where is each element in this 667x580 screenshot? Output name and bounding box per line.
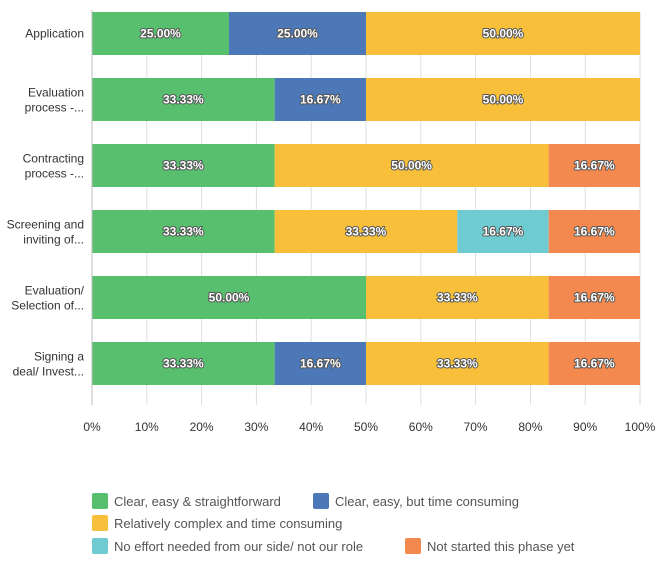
category-label-line: Signing a xyxy=(34,350,84,364)
bar-segment xyxy=(274,144,549,187)
bar-segment xyxy=(548,144,640,187)
legend-item[interactable]: Clear, easy & straightforward xyxy=(92,493,281,509)
data-label: 33.33% xyxy=(163,93,204,107)
x-tick-label: 0% xyxy=(83,420,101,434)
bar-segment xyxy=(274,78,366,121)
data-label: 50.00% xyxy=(391,159,432,173)
gridlines xyxy=(146,12,641,405)
legend-item[interactable]: Not started this phase yet xyxy=(405,538,575,554)
category-label-line: inviting of... xyxy=(23,233,84,247)
bar-segment xyxy=(366,78,640,121)
data-label: 16.67% xyxy=(574,357,615,371)
bar-segment xyxy=(274,342,366,385)
bar-segment xyxy=(92,210,275,253)
x-tick-label: 20% xyxy=(190,420,214,434)
x-tick-label: 60% xyxy=(409,420,433,434)
bar-segment xyxy=(366,276,549,319)
bar-segment xyxy=(92,144,275,187)
category-label: Signing a deal/ Invest... xyxy=(13,350,85,379)
data-label: 33.33% xyxy=(437,357,478,371)
category-label: Screening and inviting of... xyxy=(7,218,84,247)
data-label: 50.00% xyxy=(209,291,250,305)
legend-label: No effort needed from our side/ not our … xyxy=(114,539,363,554)
bars: 25.00% 25.00% 50.00% 33.33% 16.67% 50.00% 33.3… xyxy=(92,12,640,385)
legend: Clear, easy & straightforward Clear, easy… xyxy=(92,493,575,554)
category-label-line: Evaluation xyxy=(28,86,84,100)
bar-segment xyxy=(92,276,366,319)
category-label-line: process -... xyxy=(25,167,84,181)
data-label: 16.67% xyxy=(483,225,524,239)
category-label: Evaluation process -... xyxy=(25,86,84,115)
legend-label: Clear, easy & straightforward xyxy=(114,494,281,509)
x-tick-label: 100% xyxy=(625,420,656,434)
category-label-line: Screening and xyxy=(7,218,84,232)
bar-segment xyxy=(457,210,549,253)
x-tick-label: 90% xyxy=(573,420,597,434)
data-label: 16.67% xyxy=(300,93,341,107)
legend-swatch xyxy=(313,493,329,509)
legend-swatch xyxy=(92,515,108,531)
axes: 0% 10% 20% 30% 40% 50% 60% 70% 80% 90% 100% Applica… xyxy=(7,10,656,434)
legend-swatch xyxy=(92,538,108,554)
bar-segment xyxy=(548,342,640,385)
bar-segment xyxy=(274,210,458,253)
bar-segment xyxy=(548,210,640,253)
category-label-line: deal/ Invest... xyxy=(13,365,84,379)
data-label: 16.67% xyxy=(574,225,615,239)
legend-item[interactable]: No effort needed from our side/ not our … xyxy=(92,538,363,554)
bar-segment xyxy=(366,12,640,55)
data-label: 33.33% xyxy=(163,357,204,371)
x-tick-label: 10% xyxy=(135,420,159,434)
data-label: 16.67% xyxy=(574,159,615,173)
legend-label: Clear, easy, but time consuming xyxy=(335,494,519,509)
legend-swatch xyxy=(405,538,421,554)
data-label: 25.00% xyxy=(140,27,181,41)
category-label-line: Contracting xyxy=(23,152,84,166)
legend-label: Relatively complex and time consuming xyxy=(114,516,342,531)
data-label: 33.33% xyxy=(163,225,204,239)
legend-label: Not started this phase yet xyxy=(427,539,575,554)
category-label-line: Evaluation/ xyxy=(25,284,85,298)
bar-segment xyxy=(366,342,549,385)
data-label: 16.67% xyxy=(574,291,615,305)
data-label: 33.33% xyxy=(346,225,387,239)
category-label: Evaluation/Selection of... xyxy=(11,284,84,313)
x-tick-label: 70% xyxy=(464,420,488,434)
data-label: 50.00% xyxy=(483,93,524,107)
bar-segment xyxy=(548,276,640,319)
data-label: 33.33% xyxy=(437,291,478,305)
legend-item[interactable]: Relatively complex and time consuming xyxy=(92,515,342,531)
category-label-line: Application xyxy=(25,27,84,41)
data-label: 33.33% xyxy=(163,159,204,173)
x-tick-label: 50% xyxy=(354,420,378,434)
category-label-line: process -... xyxy=(25,101,84,115)
x-tick-label: 80% xyxy=(518,420,542,434)
legend-swatch xyxy=(92,493,108,509)
data-label: 50.00% xyxy=(483,27,524,41)
bar-segment xyxy=(92,12,229,55)
bar-segment xyxy=(229,12,366,55)
data-label: 16.67% xyxy=(300,357,341,371)
x-tick-label: 30% xyxy=(244,420,268,434)
bar-segment xyxy=(92,78,275,121)
legend-item[interactable]: Clear, easy, but time consuming xyxy=(313,493,519,509)
x-tick-label: 40% xyxy=(299,420,323,434)
category-label: Contracting process -... xyxy=(23,152,84,181)
data-label: 25.00% xyxy=(277,27,318,41)
category-label: Application xyxy=(25,27,84,41)
category-label-line: Selection of... xyxy=(11,299,84,313)
bar-segment xyxy=(92,342,275,385)
